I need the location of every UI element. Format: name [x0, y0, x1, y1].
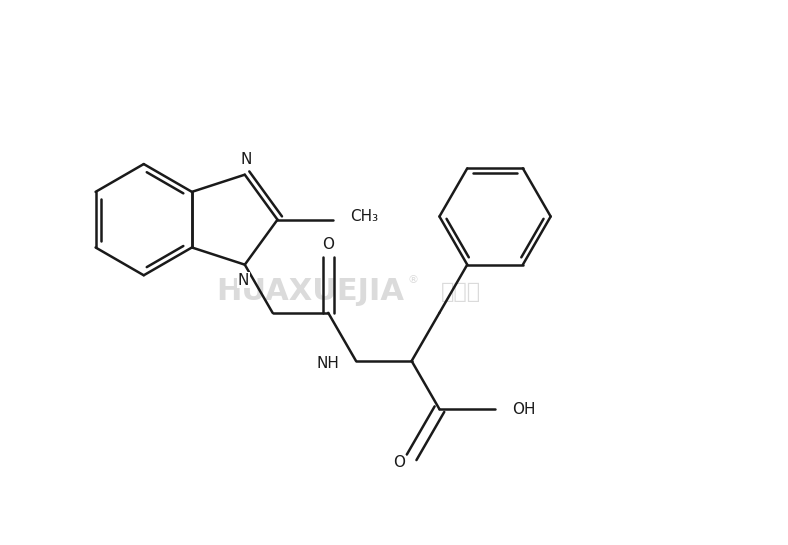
Text: 化学加: 化学加: [440, 282, 481, 302]
Text: O: O: [393, 456, 405, 470]
Text: N: N: [240, 152, 251, 167]
Text: NH: NH: [317, 356, 340, 371]
Text: O: O: [322, 238, 334, 252]
Text: ®: ®: [408, 275, 419, 284]
Text: HUAXUEJIA: HUAXUEJIA: [217, 277, 404, 306]
Text: CH₃: CH₃: [350, 209, 378, 225]
Text: N: N: [238, 272, 249, 288]
Text: OH: OH: [511, 402, 535, 416]
